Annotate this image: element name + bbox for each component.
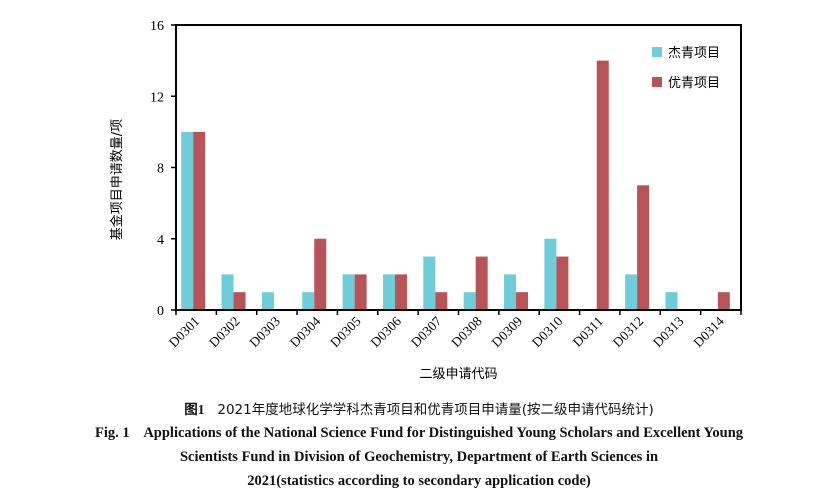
x-tick-label: D0302 [206, 314, 243, 351]
x-tick-label: D0312 [610, 314, 647, 351]
bar-youqing-D0304 [314, 238, 327, 310]
y-tick-label: 8 [157, 162, 164, 177]
bar-jieqing-D0302 [221, 274, 234, 310]
x-tick-label: D0306 [367, 313, 404, 350]
caption-english-line-3: 2021(statistics according to secondary a… [247, 473, 591, 489]
y-tick-label: 16 [150, 19, 164, 34]
bar-jieqing-D0303 [261, 292, 274, 310]
x-tick-label: D0301 [166, 314, 203, 351]
bar-youqing-D0311 [596, 60, 609, 310]
bar-jieqing-D0308 [463, 292, 476, 310]
bar-jieqing-D0304 [302, 292, 315, 310]
legend-swatch-1 [652, 77, 662, 87]
x-tick-label: D0309 [489, 313, 526, 350]
caption-chinese-text: 2021年度地球化学学科杰青项目和优青项目申请量(按二级申请代码统计) [217, 402, 654, 418]
bar-youqing-D0309 [516, 292, 529, 310]
y-tick-label: 0 [157, 304, 164, 319]
bar-jieqing-D0312 [625, 274, 638, 310]
bar-youqing-D0305 [354, 274, 367, 310]
bar-youqing-D0301 [193, 131, 206, 310]
x-tick-label: D0310 [529, 313, 566, 350]
bar-jieqing-D0310 [544, 238, 557, 310]
y-tick-label: 4 [157, 233, 164, 248]
plot-frame [175, 24, 742, 311]
bar-jieqing-D0306 [382, 274, 395, 310]
x-tick-label: D0311 [570, 314, 606, 350]
bar-youqing-D0312 [637, 185, 650, 310]
bar-youqing-D0307 [435, 292, 448, 310]
caption-english-line-2: Scientists Fund in Division of Geochemis… [179, 449, 659, 465]
bar-youqing-D0308 [475, 256, 488, 310]
bar-youqing-D0302 [233, 292, 246, 310]
bar-youqing-D0314 [717, 292, 730, 310]
x-tick-label: D0314 [690, 313, 727, 350]
x-axis-label: 二级申请代码 [419, 367, 497, 382]
x-tick-label: D0308 [448, 313, 485, 350]
bar-jieqing-D0313 [665, 292, 678, 310]
x-tick-label: D0305 [327, 313, 364, 350]
x-tick-label: D0313 [650, 313, 687, 350]
bar-jieqing-D0307 [423, 256, 436, 310]
x-tick-label: D0303 [246, 313, 283, 350]
y-tick-label: 12 [150, 90, 164, 105]
legend-swatch-0 [652, 47, 662, 57]
bar-jieqing-D0309 [504, 274, 517, 310]
y-axis-label: 基金项目申请数量/项 [109, 119, 125, 240]
caption-english-line-1: Fig. 1 Applications of the National Scie… [94, 425, 744, 441]
x-tick-label: D0307 [408, 313, 445, 350]
legend-label-1: 优青项目 [668, 76, 720, 91]
bar-youqing-D0306 [394, 274, 407, 310]
caption-figure-label: 图1 [184, 402, 205, 417]
bar-youqing-D0310 [556, 256, 569, 310]
legend-label-0: 杰青项目 [668, 46, 720, 61]
bar-jieqing-D0301 [181, 131, 194, 310]
bar-jieqing-D0305 [342, 274, 355, 310]
x-tick-label: D0304 [287, 313, 324, 350]
caption-chinese: 图1 2021年度地球化学学科杰青项目和优青项目申请量(按二级申请代码统计) [0, 398, 838, 418]
